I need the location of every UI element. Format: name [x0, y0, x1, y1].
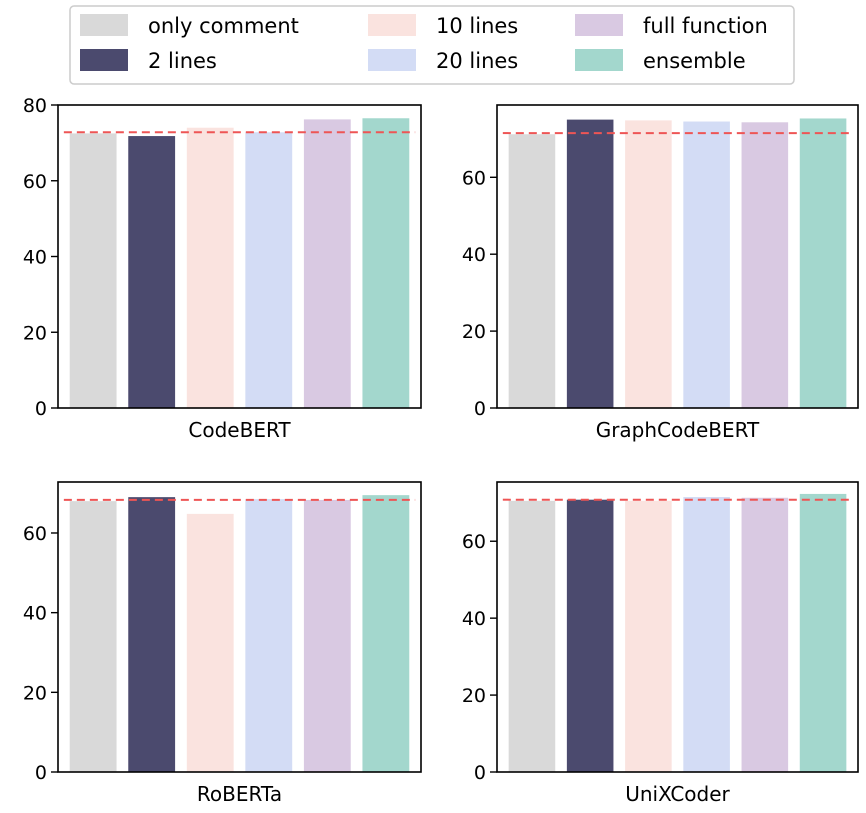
- legend-label: 20 lines: [436, 49, 518, 73]
- legend-label: only comment: [148, 14, 299, 38]
- y-tick-label: 20: [23, 682, 47, 704]
- y-tick-label: 40: [23, 247, 47, 269]
- bar-only-comment: [508, 500, 556, 772]
- axes-frame: [496, 481, 859, 773]
- y-tick-label: 20: [23, 322, 47, 344]
- bar-2-lines: [128, 497, 176, 772]
- axes-frame: [496, 104, 859, 409]
- bar-20-lines: [683, 121, 730, 408]
- x-axis-label: RoBERTa: [197, 782, 282, 806]
- legend-swatch: [575, 14, 623, 36]
- y-tick-label: 0: [474, 762, 486, 784]
- bar-2-lines: [566, 119, 614, 409]
- y-tick-label: 0: [35, 762, 47, 784]
- bar-10-lines: [186, 127, 234, 408]
- bar-full-function: [303, 119, 351, 408]
- x-axis-label: CodeBERT: [188, 418, 291, 442]
- chart-panel-unixcoder: 0 20 40 60 UniXCoder: [462, 481, 859, 806]
- legend-label: 2 lines: [148, 49, 217, 73]
- axes-frame: [57, 481, 422, 773]
- x-axis-label: GraphCodeBERT: [596, 418, 760, 442]
- y-tick-label: 40: [23, 603, 47, 625]
- bar-ensemble: [799, 118, 847, 409]
- bar-only-comment: [508, 134, 556, 408]
- chart-panel-codebert: 0 20 40 60 80 CodeBERT: [23, 95, 422, 442]
- bar-20-lines: [245, 499, 293, 772]
- legend-label: full function: [643, 14, 768, 38]
- bar-10-lines: [625, 500, 672, 772]
- bar-only-comment: [69, 133, 117, 408]
- y-tick-label: 60: [23, 523, 47, 545]
- chart-panel-graphcodebert: 0 20 40 60 GraphCodeBERT: [462, 104, 859, 442]
- y-tick-label: 60: [462, 167, 486, 189]
- bar-20-lines: [683, 497, 730, 772]
- bar-10-lines: [186, 513, 234, 772]
- chart-panel-roberta: 0 20 40 60 RoBERTa: [23, 481, 422, 806]
- legend-item-10-lines: 10 lines: [368, 14, 518, 38]
- legend-label: ensemble: [643, 49, 746, 73]
- bar-full-function: [741, 497, 789, 772]
- legend-swatch: [80, 49, 128, 71]
- y-tick-label: 20: [462, 321, 486, 343]
- legend-item-ensemble: ensemble: [575, 49, 746, 73]
- legend: only comment 2 lines 10 lines 20 lines full …: [69, 5, 795, 85]
- y-tick-label: 60: [462, 531, 486, 553]
- bar-only-comment: [69, 501, 117, 772]
- y-tick-label: 80: [23, 95, 47, 117]
- y-tick-label: 0: [35, 398, 47, 420]
- legend-swatch: [368, 49, 416, 71]
- y-tick-label: 20: [462, 685, 486, 707]
- legend-item-20-lines: 20 lines: [368, 49, 518, 73]
- legend-item-2-lines: 2 lines: [80, 49, 217, 73]
- legend-label: 10 lines: [436, 14, 518, 38]
- legend-item-full-function: full function: [575, 14, 768, 38]
- bar-full-function: [303, 499, 351, 772]
- y-tick-label: 40: [462, 608, 486, 630]
- bar-2-lines: [566, 499, 614, 772]
- legend-swatch: [80, 14, 128, 36]
- y-tick-label: 60: [23, 171, 47, 193]
- bar-2-lines: [128, 136, 176, 408]
- x-axis-label: UniXCoder: [625, 782, 730, 806]
- bar-10-lines: [625, 120, 672, 408]
- bar-20-lines: [245, 132, 293, 408]
- y-tick-label: 40: [462, 244, 486, 266]
- legend-swatch: [368, 14, 416, 36]
- bar-ensemble: [799, 493, 847, 772]
- chart-panels: 0 20 40 60 80 CodeBERT 0 20 40 60 GraphCodeBERT 0 20…: [23, 95, 859, 806]
- bar-ensemble: [362, 495, 410, 772]
- legend-item-only-comment: only comment: [80, 14, 299, 38]
- legend-swatch: [575, 49, 623, 71]
- bar-ensemble: [362, 118, 410, 408]
- bar-full-function: [741, 122, 789, 409]
- y-tick-label: 0: [474, 398, 486, 420]
